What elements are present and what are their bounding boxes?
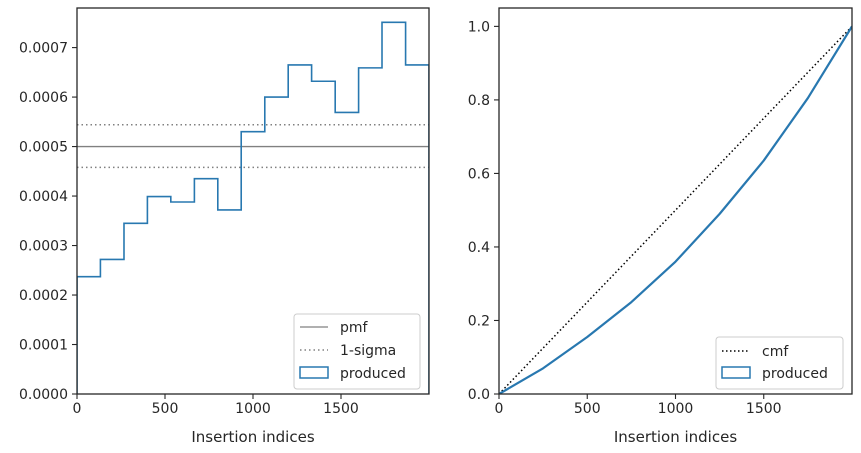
- y-tick-label: 0.0000: [19, 387, 68, 403]
- legend-label: produced: [762, 366, 828, 382]
- plot-frame: [76, 7, 430, 395]
- x-tick-label: 0: [495, 401, 504, 417]
- x-tick-label: 1500: [323, 401, 359, 417]
- x-tick-label: 0: [73, 401, 82, 417]
- x-axis-label: Insertion indices: [191, 428, 314, 446]
- x-tick-label: 1000: [235, 401, 271, 417]
- histogram-step: [77, 21, 429, 394]
- legend: cmf produced: [715, 336, 844, 390]
- legend: pmf 1-sigma produced: [293, 313, 421, 390]
- x-tick-label: 1500: [746, 401, 782, 417]
- legend-label: cmf: [762, 344, 789, 360]
- y-tick-label: 0.0003: [19, 239, 68, 255]
- plot-area: [499, 25, 852, 394]
- y-tick-label: 0.6: [468, 166, 490, 182]
- y-tick-label: 0.0007: [19, 41, 68, 57]
- y-tick-label: 0.2: [468, 313, 490, 329]
- y-tick-label: 0.0006: [19, 90, 68, 106]
- legend-box: [293, 313, 421, 390]
- histogram-chart: 0 500 1000 1500 0.0000 0.0001 0.0002 0.0003 0.00…: [19, 7, 430, 446]
- legend-box: [715, 336, 844, 390]
- cmf-line: [499, 25, 852, 394]
- plot-area: [77, 21, 429, 394]
- y-tick-label: 0.0002: [19, 288, 68, 304]
- plot-frame: [498, 7, 853, 395]
- cmf-chart: 0 500 1000 1500 0.0 0.2 0.4 0.6 0.8 1.0 Insertion …: [468, 7, 853, 446]
- legend-produced-swatch: [721, 366, 751, 379]
- y-tick-label: 0.0005: [19, 140, 68, 156]
- x-tick-label: 500: [574, 401, 601, 417]
- legend-label: pmf: [340, 320, 369, 336]
- x-axis-label: Insertion indices: [614, 428, 737, 446]
- y-tick-label: 1.0: [468, 19, 490, 35]
- y-tick-label: 0.0: [468, 387, 490, 403]
- legend-label: 1-sigma: [340, 343, 396, 359]
- y-tick-label: 0.0004: [19, 189, 68, 205]
- y-tick-label: 0.8: [468, 93, 490, 109]
- legend-produced-swatch: [299, 366, 329, 379]
- y-tick-label: 0.4: [468, 240, 490, 256]
- y-tick-label: 0.0001: [19, 338, 68, 354]
- x-tick-label: 1000: [658, 401, 694, 417]
- legend-label: produced: [340, 366, 406, 382]
- x-tick-label: 500: [152, 401, 179, 417]
